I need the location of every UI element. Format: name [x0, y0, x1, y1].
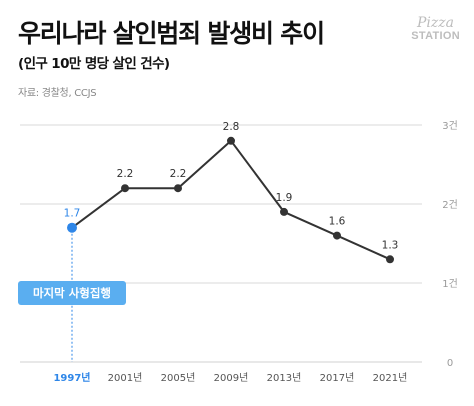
callout-label: 마지막 사형집행	[33, 286, 111, 300]
x-tick-label: 2021년	[373, 372, 408, 384]
data-point	[121, 184, 129, 193]
x-tick-label: 2017년	[320, 372, 355, 384]
data-label: 2.2	[117, 168, 134, 180]
x-tick-label: 2009년	[214, 372, 249, 384]
series-line	[71, 139, 391, 261]
x-tick-label: 2001년	[108, 372, 143, 384]
data-label: 1.7	[64, 208, 81, 220]
data-point	[333, 231, 341, 240]
data-label: 1.3	[382, 239, 399, 251]
callout-badge	[18, 281, 126, 305]
data-point	[227, 136, 235, 145]
data-point	[174, 184, 182, 193]
x-tick-label: 2013년	[267, 372, 302, 384]
x-tick-label: 1997년	[53, 371, 90, 384]
y-tick-label: 2건	[442, 199, 458, 211]
data-label: 1.6	[329, 216, 346, 228]
data-label: 1.9	[276, 192, 293, 204]
y-tick-label: 0	[447, 358, 453, 369]
logo-line-1: Pizza	[417, 15, 454, 31]
source-note: 자료: 경찰청, CCJS	[18, 88, 97, 99]
chart-title: 우리나라 살인범죄 발생비 추이	[18, 19, 325, 48]
data-label: 2.8	[223, 121, 240, 133]
data-point	[280, 207, 288, 216]
data-label: 2.2	[170, 168, 187, 180]
logo-line-2: STATION	[411, 30, 460, 42]
y-tick-label: 1건	[442, 278, 458, 290]
data-point-highlight	[67, 222, 77, 233]
x-tick-label: 2005년	[161, 372, 196, 384]
data-point	[386, 255, 394, 264]
chart-subtitle: (인구 10만 명당 살인 건수)	[18, 56, 170, 72]
pizza-station-logo: Pizza STATION	[396, 16, 460, 42]
y-tick-label: 3건	[442, 120, 458, 132]
